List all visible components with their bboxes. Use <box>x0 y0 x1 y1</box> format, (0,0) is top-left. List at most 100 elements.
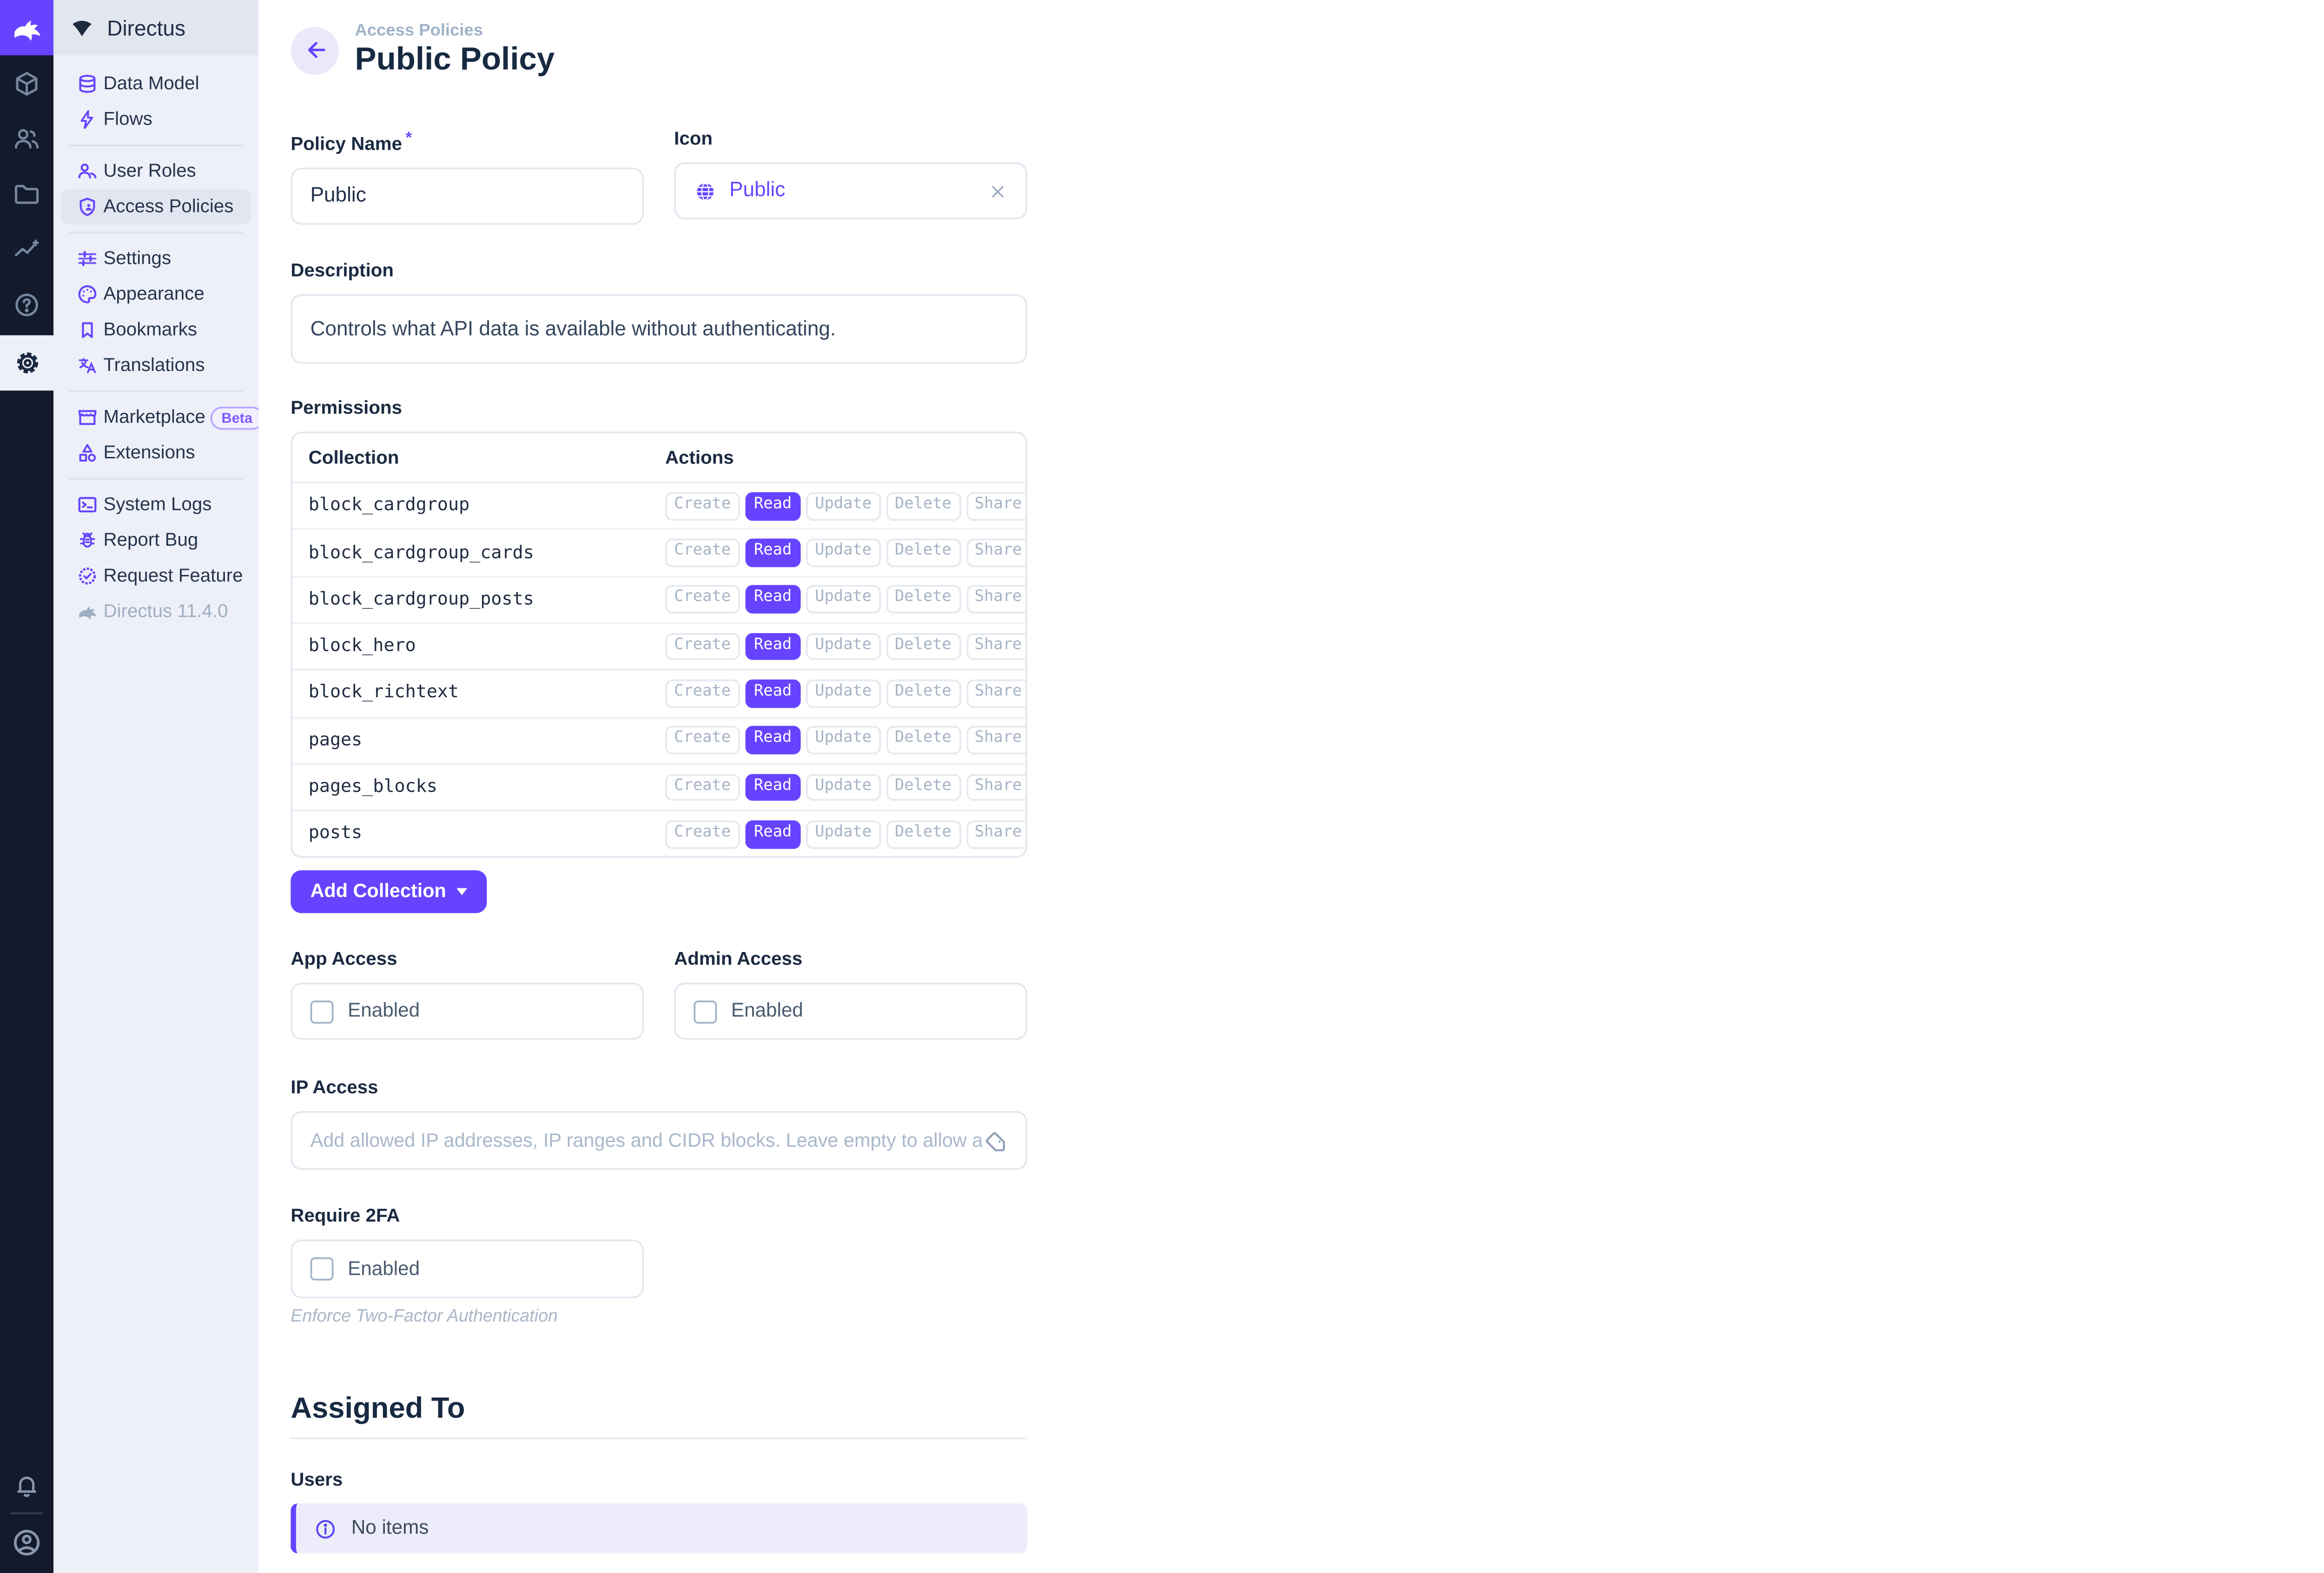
action-read[interactable]: Read <box>745 726 801 755</box>
directus-logo-button[interactable] <box>0 0 54 55</box>
globe-icon <box>693 179 717 203</box>
sidebar-item-marketplace[interactable]: Marketplace Beta <box>60 399 264 435</box>
sidebar-item-user-roles[interactable]: User Roles <box>60 153 251 189</box>
action-read[interactable]: Read <box>745 820 801 848</box>
action-read[interactable]: Read <box>745 633 801 661</box>
directus-rabbit-icon <box>11 12 43 44</box>
action-read[interactable]: Read <box>745 773 801 801</box>
description-field[interactable] <box>290 294 1027 364</box>
table-header: Collection Actions <box>292 434 1025 482</box>
sidebar-item-request-feature[interactable]: Request Feature <box>60 558 251 594</box>
action-share[interactable]: Share <box>965 773 1026 801</box>
action-share[interactable]: Share <box>965 539 1026 567</box>
sidebar-item-label: Request Feature <box>103 565 243 587</box>
app-access-checkbox[interactable] <box>310 1000 334 1024</box>
action-create[interactable]: Create <box>665 726 740 755</box>
action-update[interactable]: Update <box>806 773 881 801</box>
action-update[interactable]: Update <box>806 820 881 848</box>
field-label: IP Access <box>290 1078 378 1100</box>
action-create[interactable]: Create <box>665 492 740 520</box>
action-share[interactable]: Share <box>965 680 1026 708</box>
table-row: block_richtext Create Read Update Delete Sha… <box>292 669 1026 716</box>
action-update[interactable]: Update <box>806 492 881 520</box>
beta-badge: Beta <box>211 405 264 429</box>
empty-message: No items <box>351 1518 429 1540</box>
description-input[interactable] <box>310 318 1008 340</box>
sidebar-item-bookmarks[interactable]: Bookmarks <box>60 312 251 348</box>
action-create[interactable]: Create <box>665 680 740 708</box>
insights-activity-icon[interactable] <box>13 235 41 264</box>
icon-field[interactable]: Public <box>674 162 1027 220</box>
admin-access-checkbox[interactable] <box>693 1000 717 1024</box>
checkbox-label: Enabled <box>348 1259 420 1281</box>
action-read[interactable]: Read <box>745 492 801 520</box>
sidebar-item-label: Flows <box>103 109 152 131</box>
collection-name: block_richtext <box>308 684 459 704</box>
tag-icon[interactable] <box>983 1129 1008 1154</box>
action-update[interactable]: Update <box>806 586 881 614</box>
content-box-icon[interactable] <box>13 70 41 98</box>
ip-access-field[interactable] <box>290 1112 1027 1171</box>
action-share[interactable]: Share <box>965 586 1026 614</box>
action-delete[interactable]: Delete <box>885 539 961 567</box>
breadcrumb[interactable]: Access Policies <box>355 21 483 41</box>
ip-access-input[interactable] <box>310 1130 983 1152</box>
action-create[interactable]: Create <box>665 539 740 567</box>
sidebar-divider <box>69 144 243 146</box>
files-folder-icon[interactable] <box>13 180 41 209</box>
sidebar-item-appearance[interactable]: Appearance <box>60 277 251 312</box>
seal-check-icon <box>77 565 98 587</box>
users-icon[interactable] <box>13 125 41 153</box>
clear-x-icon[interactable] <box>988 181 1008 201</box>
sidebar-item-system-logs[interactable]: System Logs <box>60 487 251 522</box>
sidebar-item-flows[interactable]: Flows <box>60 102 251 138</box>
action-read[interactable]: Read <box>745 586 801 614</box>
require-2fa-checkbox[interactable] <box>310 1258 334 1282</box>
add-collection-button[interactable]: Add Collection <box>290 871 488 914</box>
project-name: Directus <box>107 15 186 40</box>
action-share[interactable]: Share <box>965 820 1026 848</box>
action-read[interactable]: Read <box>745 539 801 567</box>
settings-module-active[interactable] <box>0 335 54 391</box>
action-share[interactable]: Share <box>965 633 1026 661</box>
action-create[interactable]: Create <box>665 820 740 848</box>
action-delete[interactable]: Delete <box>885 586 961 614</box>
project-header[interactable]: Directus <box>53 0 259 55</box>
action-delete[interactable]: Delete <box>885 633 961 661</box>
sidebar-divider <box>69 231 243 234</box>
action-update[interactable]: Update <box>806 539 881 567</box>
action-delete[interactable]: Delete <box>885 680 961 708</box>
policy-name-field[interactable] <box>290 167 644 225</box>
action-delete[interactable]: Delete <box>885 773 961 801</box>
sidebar-item-settings[interactable]: Settings <box>60 241 251 277</box>
action-update[interactable]: Update <box>806 633 881 661</box>
notifications-bell-icon[interactable] <box>13 1471 41 1500</box>
sidebar-item-label: Data Model <box>103 73 199 95</box>
sidebar-item-extensions[interactable]: Extensions <box>60 435 251 471</box>
sidebar-item-translations[interactable]: Translations <box>60 348 251 383</box>
sidebar-item-access-policies[interactable]: Access Policies <box>60 189 251 225</box>
back-button[interactable] <box>290 26 339 74</box>
action-update[interactable]: Update <box>806 680 881 708</box>
sidebar-item-label: System Logs <box>103 494 212 516</box>
action-create[interactable]: Create <box>665 586 740 614</box>
name-icon-row: Policy Name* Icon Public <box>290 129 1027 225</box>
action-update[interactable]: Update <box>806 726 881 755</box>
action-delete[interactable]: Delete <box>885 726 961 755</box>
action-delete[interactable]: Delete <box>885 492 961 520</box>
field-label: Permissions <box>290 397 402 419</box>
sidebar-item-data-model[interactable]: Data Model <box>60 66 251 102</box>
sidebar-item-report-bug[interactable]: Report Bug <box>60 522 251 558</box>
action-create[interactable]: Create <box>665 633 740 661</box>
table-row: block_hero Create Read Update Delete Share <box>292 622 1026 669</box>
help-icon[interactable] <box>13 291 41 319</box>
account-circle-icon[interactable] <box>11 1527 43 1559</box>
action-delete[interactable]: Delete <box>885 820 961 848</box>
icon-field-value: Public <box>729 180 786 202</box>
action-share[interactable]: Share <box>965 492 1026 520</box>
action-read[interactable]: Read <box>745 680 801 708</box>
action-share[interactable]: Share <box>965 726 1026 755</box>
policy-name-input[interactable] <box>310 185 624 207</box>
action-create[interactable]: Create <box>665 773 740 801</box>
app-access-field: Enabled <box>290 983 644 1041</box>
